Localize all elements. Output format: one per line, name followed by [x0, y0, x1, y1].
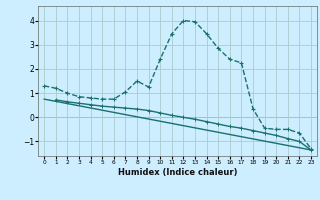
- X-axis label: Humidex (Indice chaleur): Humidex (Indice chaleur): [118, 168, 237, 177]
